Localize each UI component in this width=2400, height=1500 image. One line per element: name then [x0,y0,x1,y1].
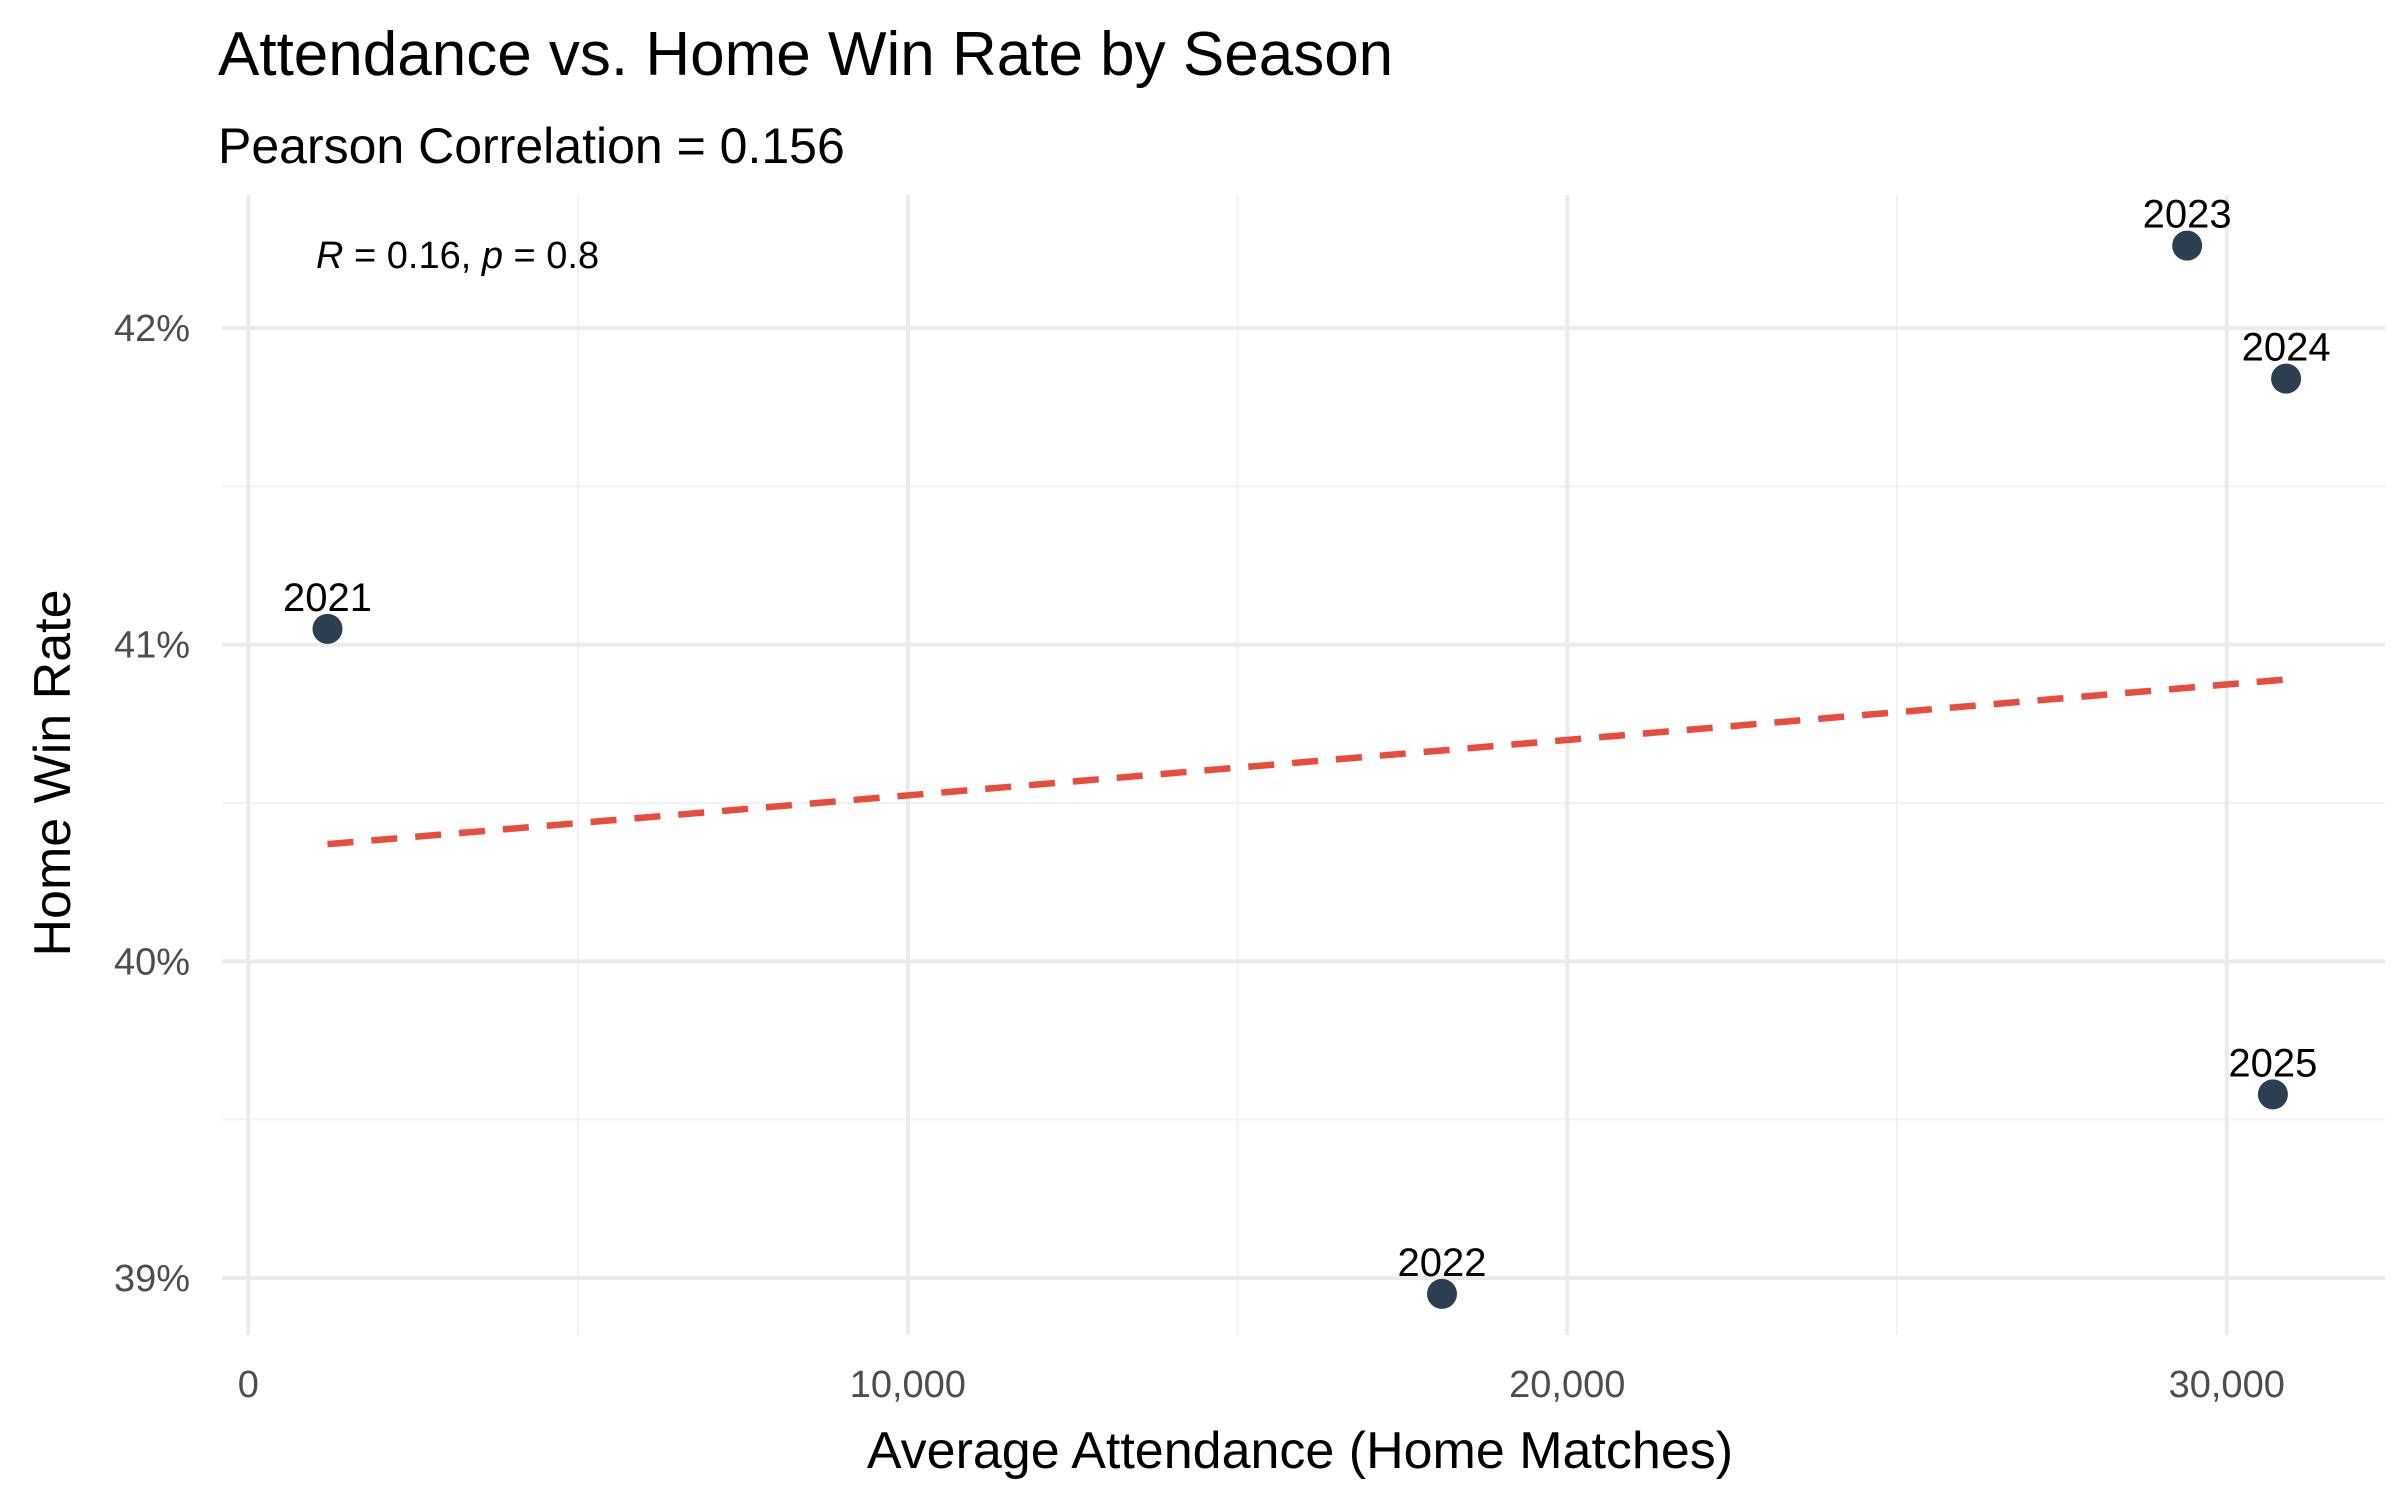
r-symbol: R [316,235,343,277]
grid-layer [222,195,2385,1335]
point-label: 2022 [1397,1241,1486,1285]
point-label: 2023 [2143,193,2232,237]
data-point [1426,1278,1457,1309]
point-label: 2025 [2228,1041,2317,1085]
points-layer [312,230,2302,1309]
data-point [2271,363,2302,394]
trend-layer [327,676,2287,848]
p-symbol: p [481,235,503,277]
x-tick-label: 30,000 [2169,1364,2285,1406]
point-label: 2024 [2242,326,2331,370]
y-tick-label: 39% [114,1258,190,1300]
y-tick-label: 42% [114,308,190,350]
correlation-annotation: R = 0.16, p = 0.8 [316,235,599,277]
chart-title: Attendance vs. Home Win Rate by Season [218,20,1393,89]
x-tick-label: 20,000 [1509,1364,1625,1406]
data-point [312,613,343,644]
y-axis-title: Home Win Rate [24,590,82,957]
labels-layer: 2021 2022 2023 2024 2025 [283,193,2331,1285]
data-point [2172,230,2203,261]
trend-line [327,676,2287,848]
ticks-layer: 0 10,000 20,000 30,000 39% 40% 41% 42% [114,308,2285,1406]
data-point [2257,1079,2288,1110]
y-tick-label: 41% [114,625,190,667]
x-tick-label: 0 [238,1364,259,1406]
x-axis-title: Average Attendance (Home Matches) [867,1422,1733,1480]
x-tick-label: 10,000 [850,1364,966,1406]
chart-subtitle: Pearson Correlation = 0.156 [218,118,845,174]
p-value-text: = 0.8 [503,235,599,277]
r-value-text: = 0.16, [343,235,481,277]
point-label: 2021 [283,576,372,620]
y-tick-label: 40% [114,941,190,983]
